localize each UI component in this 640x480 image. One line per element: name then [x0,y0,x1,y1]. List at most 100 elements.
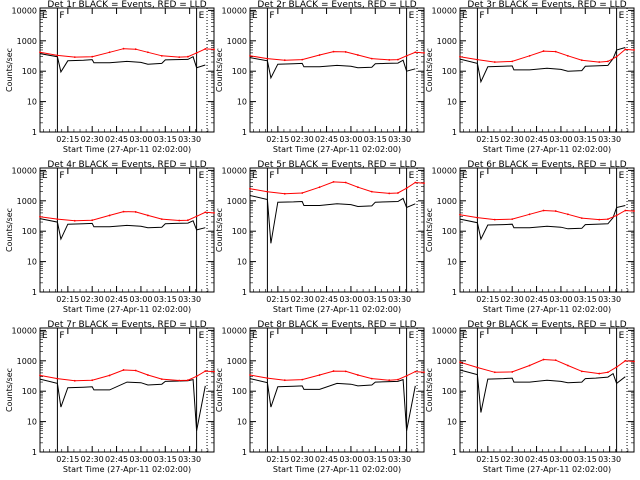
x-tick-label: 03:30 [388,295,411,304]
x-tick-label: 02:15 [476,455,499,464]
lld-data-point [528,213,531,216]
lld-data-point [213,48,215,51]
lld-data-point [249,187,251,190]
lld-data-point [370,190,373,193]
lld-data-point [91,379,94,382]
lld-series-line [39,369,215,382]
lld-data-point [542,50,545,52]
panel-title: Det 8r BLACK = Events, RED = LLD [257,320,416,330]
chart-panel-7: 1 10 100 1000 10000 02:15 02:30 02:45 03:00 03:15… [5,320,215,474]
x-tick-label: 02:30 [81,455,104,464]
events-series-line [39,53,206,74]
panel-title: Det 3r BLACK = Events, RED = LLD [467,0,626,10]
lld-data-point [566,213,569,216]
x-tick-label: 02:45 [525,455,548,464]
panel-title: Det 5r BLACK = Events, RED = LLD [257,160,416,170]
x-tick-label: 03:00 [129,455,152,464]
lld-data-point [56,377,59,380]
lld-data-point [580,217,583,219]
y-axis-label: Counts/sec [425,368,434,412]
lld-data-point [356,54,359,56]
chart-panel-2: 1 10 100 1000 10000 02:15 02:30 02:45 03:00 03:15… [215,0,425,154]
lld-data-point [370,377,373,380]
plot-frame [39,167,215,293]
lld-data-point [624,359,627,362]
x-axis-label: Start Time (27-Apr-11 02:02:00) [273,145,401,154]
lld-data-point [356,374,359,376]
lld-data-point [405,374,408,377]
marker-label-right-top: E [409,171,415,181]
events-series-line [459,369,626,413]
lld-data-point [249,374,251,376]
y-tick-label: 10 [237,258,247,267]
lld-data-point [598,61,601,63]
lld-data-point [607,60,609,63]
lld-data-point [414,370,417,373]
x-axis-label: Start Time (27-Apr-11 02:02:00) [63,465,191,474]
y-tick-label: 10 [27,418,37,427]
events-series-line [39,218,206,241]
lld-data-point [397,378,399,381]
x-tick-label: 03:15 [154,455,177,464]
lld-data-point [73,379,76,382]
lld-data-point [405,187,408,190]
plot-frame [459,167,635,293]
plot-frame [249,7,425,133]
lld-data-point [566,54,569,57]
lld-data-point [344,51,347,53]
lld-data-point [73,56,76,59]
x-tick-label: 03:00 [549,455,572,464]
panel-title: Det 9r BLACK = Events, RED = LLD [467,320,626,330]
y-tick-label: 100 [442,67,457,76]
lld-data-point [615,55,618,58]
x-tick-label: 02:30 [81,135,104,144]
lld-data-point [624,48,627,51]
lld-data-point [146,51,149,54]
lld-data-point [122,369,125,371]
lld-data-point [195,52,198,54]
y-tick-label: 100 [22,227,37,236]
lld-data-point [356,186,359,189]
marker-label-right-top: E [619,171,625,181]
chart-panel-4: 1 10 100 1000 10000 02:15 02:30 02:45 03:00 03:15… [5,160,215,314]
marker-label-left: E [462,171,468,181]
y-tick-label: 1000 [17,357,37,366]
x-tick-label: 02:45 [525,135,548,144]
lld-series-line [39,211,215,222]
lld-data-point [414,181,417,184]
lld-data-point [633,49,635,51]
lld-series-line [249,370,425,381]
panel-title: Det 4r BLACK = Events, RED = LLD [47,160,206,170]
lld-data-point [542,209,545,212]
lld-data-point [332,370,335,372]
lld-data-point [388,59,391,61]
marker-label-right-top: E [199,331,205,341]
lld-data-point [39,374,41,377]
x-tick-label: 02:45 [105,135,128,144]
x-tick-label: 03:30 [178,135,201,144]
x-axis-label: Start Time (27-Apr-11 02:02:00) [63,145,191,154]
y-axis-label: Counts/sec [425,208,434,252]
y-tick-label: 10000 [432,166,457,175]
x-tick-label: 03:15 [154,135,177,144]
x-axis-label: Start Time (27-Apr-11 02:02:00) [273,465,401,474]
y-tick-label: 1000 [227,37,247,46]
lld-data-point [187,219,189,222]
y-tick-label: 10 [27,258,37,267]
lld-data-point [318,54,321,56]
lld-data-point [213,370,215,373]
lld-data-point [511,371,514,373]
y-tick-label: 10 [27,98,37,107]
chart-panel-8: 1 10 100 1000 10000 02:15 02:30 02:45 03:00 03:15… [215,320,425,474]
lld-data-point [283,59,286,62]
x-tick-label: 03:30 [598,295,621,304]
marker-label-left: E [252,171,258,181]
plot-frame [39,327,215,453]
y-tick-label: 10000 [222,326,247,335]
x-tick-label: 02:15 [266,295,289,304]
lld-data-point [388,379,391,382]
marker-label-right-top: E [409,11,415,21]
lld-data-point [528,364,531,367]
marker-label-left: E [42,171,48,181]
lld-data-point [108,374,111,377]
